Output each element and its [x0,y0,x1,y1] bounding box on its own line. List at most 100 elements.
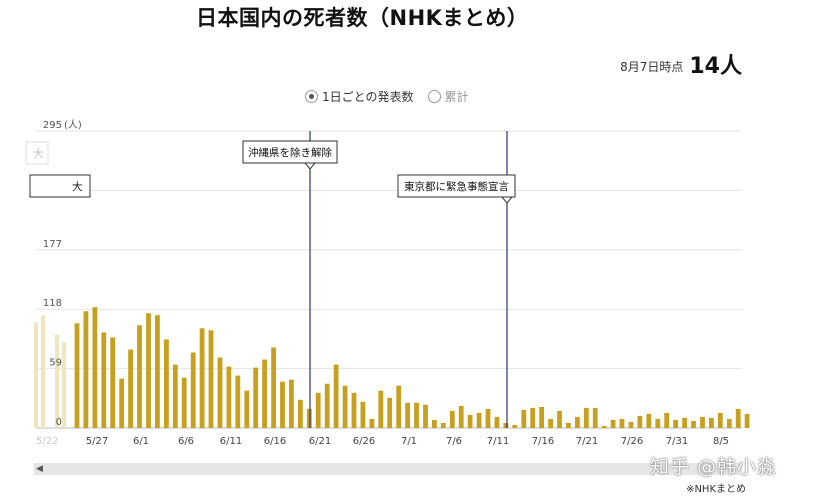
bar [646,413,652,428]
bar [414,402,419,428]
bar [253,367,259,428]
y-unit-label: (人) [64,119,82,131]
event-label: 東京都に緊急事態宣言 [404,180,509,193]
bar [512,425,518,428]
bar [548,418,553,428]
bar [137,325,142,428]
x-tick-label-partial: 5/22 [36,436,58,447]
x-tick-label: 7/11 [487,436,509,447]
bar [467,414,473,428]
y-tick-label: 59 [49,358,62,369]
bar [324,383,330,428]
event-pointer [500,196,514,204]
bar [226,366,232,428]
bar [101,332,107,428]
bar [449,410,455,428]
event-label-box [242,140,338,164]
source-note: ※NHKまとめ [686,484,746,495]
y-tick-label: 0 [56,417,62,428]
x-tick-label: 7/6 [446,436,462,447]
bar [709,417,714,428]
event-pointer [303,162,317,170]
horizontal-scrollbar[interactable]: ◀ [34,463,742,475]
event-label-box [397,174,516,198]
bar [83,311,89,428]
bar [458,405,464,428]
x-tick-label: 6/6 [178,436,194,447]
bar [744,413,750,428]
bar [735,408,741,428]
bar [673,419,678,428]
bar [583,407,589,428]
x-tick-label: 7/16 [532,436,554,447]
bar [164,339,169,428]
bar [181,377,187,428]
bar [315,392,321,428]
radio-selected-icon[interactable] [305,90,318,103]
faded-bar [34,322,38,428]
faded-bar [55,334,59,428]
bar [494,416,500,428]
partial-box-mid [29,174,91,198]
partial-box-top [25,141,49,165]
y-tick-label: 295 [43,120,62,131]
bar [351,392,357,428]
bar [700,416,705,428]
bar [664,412,670,428]
bar [601,426,607,428]
cumulative-option[interactable]: 累計 [427,88,469,105]
bar [566,423,571,428]
x-tick-label: 7/31 [666,436,688,447]
bar [199,328,205,428]
daily-option[interactable]: 1日ごとの発表数 [305,88,414,105]
scroll-left-icon[interactable]: ◀ [36,464,43,474]
bar [360,401,366,428]
bar [217,357,223,428]
bar [378,390,384,428]
bar [476,412,482,428]
bar [146,313,151,428]
bar [610,419,616,428]
bar [262,359,267,428]
bar [592,407,598,428]
bar [155,315,160,428]
bar [405,402,410,428]
x-tick-label: 8/5 [713,436,729,447]
as-of-date: 8月7日時点 [620,60,684,74]
bar [423,404,428,428]
mode-toggle: 1日ごとの発表数 累計 [305,88,469,105]
bar [521,409,527,428]
bar [92,307,98,428]
bar [342,385,348,428]
bar [432,419,437,428]
faded-bar [41,315,45,428]
bar [440,423,446,428]
bar [726,418,732,428]
bar [396,385,402,428]
bar [575,416,580,428]
partial-label-mid: 大 [72,180,83,193]
x-tick-label: 6/26 [353,436,375,447]
event-label: 沖縄県を除き解除 [248,146,332,159]
bar [333,364,339,428]
bar [539,406,544,428]
x-tick-label: 7/1 [401,436,417,447]
bar [190,352,196,428]
bar [717,412,723,428]
watermark: 知乎 @韩小淼 [650,456,778,478]
x-tick-label: 7/21 [576,436,598,447]
radio-unselected-icon[interactable] [427,90,441,103]
bar [306,408,312,428]
bar [119,378,125,428]
bar [172,364,178,428]
bar [619,418,625,428]
x-tick-label: 7/26 [621,436,643,447]
x-tick-label: 6/11 [220,436,242,447]
bar [637,415,643,428]
bar [110,337,116,428]
bar [128,349,133,428]
bar [369,418,375,428]
bar [298,399,303,428]
bar [682,417,687,428]
